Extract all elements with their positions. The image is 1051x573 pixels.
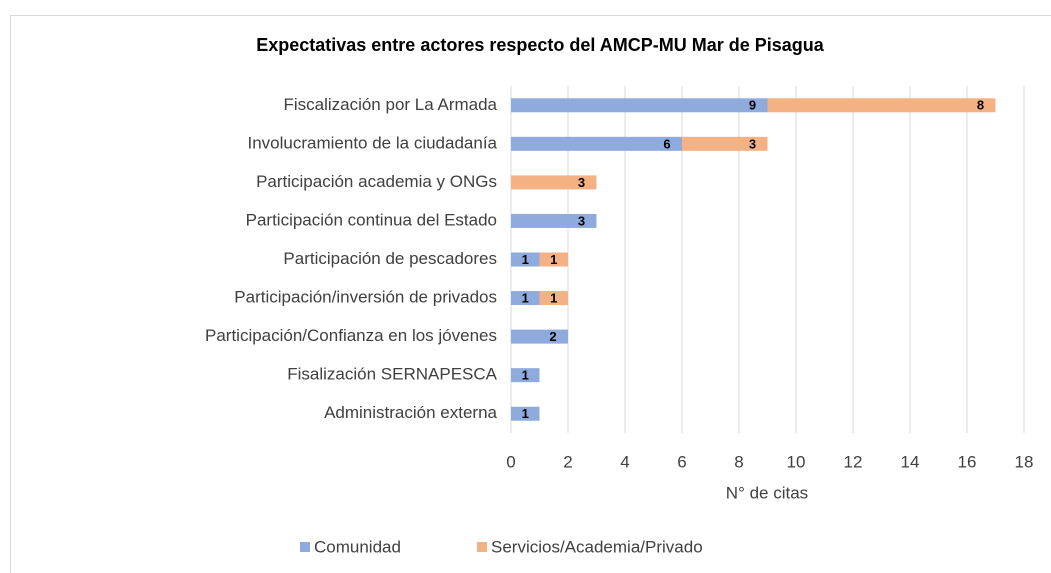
data-label: 1 (550, 252, 557, 267)
x-tick-label: 12 (844, 452, 863, 471)
chart-title: Expectativas entre actores respecto del … (256, 35, 825, 55)
data-label: 9 (749, 98, 756, 113)
bar-segment (511, 329, 568, 344)
y-tick-label: Administración externa (324, 403, 497, 422)
data-label: 8 (977, 98, 984, 113)
data-label: 3 (578, 175, 585, 190)
legend-swatch (477, 542, 487, 552)
data-label: 1 (550, 290, 557, 305)
x-tick-label: 6 (677, 452, 686, 471)
data-label: 1 (522, 252, 529, 267)
bar-segment (539, 252, 568, 267)
data-label: 2 (549, 329, 556, 344)
x-tick-label: 8 (734, 452, 743, 471)
data-label: 1 (522, 406, 529, 421)
data-label: 1 (522, 368, 529, 383)
y-tick-label: Fiscalización por La Armada (283, 95, 497, 114)
bar-segment (511, 406, 540, 421)
y-tick-label: Involucramiento de la ciudadanía (248, 133, 498, 152)
bar-segment (539, 291, 568, 306)
bar-segment (511, 136, 682, 151)
data-label: 6 (663, 136, 670, 151)
legend-label: Servicios/Academia/Privado (491, 537, 703, 556)
x-tick-label: 14 (901, 452, 920, 471)
bar-segment (511, 252, 540, 267)
data-label: 3 (749, 136, 756, 151)
x-tick-label: 16 (958, 452, 977, 471)
legend-swatch (300, 542, 310, 552)
x-tick-label: 10 (787, 452, 806, 471)
x-axis-title: N° de citas (726, 483, 808, 502)
bar-segment (682, 136, 768, 151)
x-tick-label: 0 (506, 452, 515, 471)
y-tick-label: Participación/inversión de privados (234, 288, 497, 307)
x-tick-label: 18 (1015, 452, 1034, 471)
y-tick-label: Fisalización SERNAPESCA (287, 365, 497, 384)
y-tick-label: Participación continua del Estado (246, 210, 497, 229)
x-tick-label: 4 (620, 452, 629, 471)
y-tick-label: Participación de pescadores (283, 249, 497, 268)
legend-label: Comunidad (314, 537, 401, 556)
bar-segment (511, 98, 768, 113)
bar-segment (511, 291, 540, 306)
bar-segment (511, 175, 597, 190)
y-tick-label: Participación academia y ONGs (256, 172, 497, 191)
x-tick-label: 2 (563, 452, 572, 471)
bar-segment (511, 213, 597, 228)
y-tick-label: Participación/Confianza en los jóvenes (205, 326, 497, 345)
bar-segment (767, 98, 996, 113)
data-label: 3 (578, 213, 585, 228)
data-label: 1 (522, 290, 529, 305)
bar-segment (511, 368, 540, 383)
